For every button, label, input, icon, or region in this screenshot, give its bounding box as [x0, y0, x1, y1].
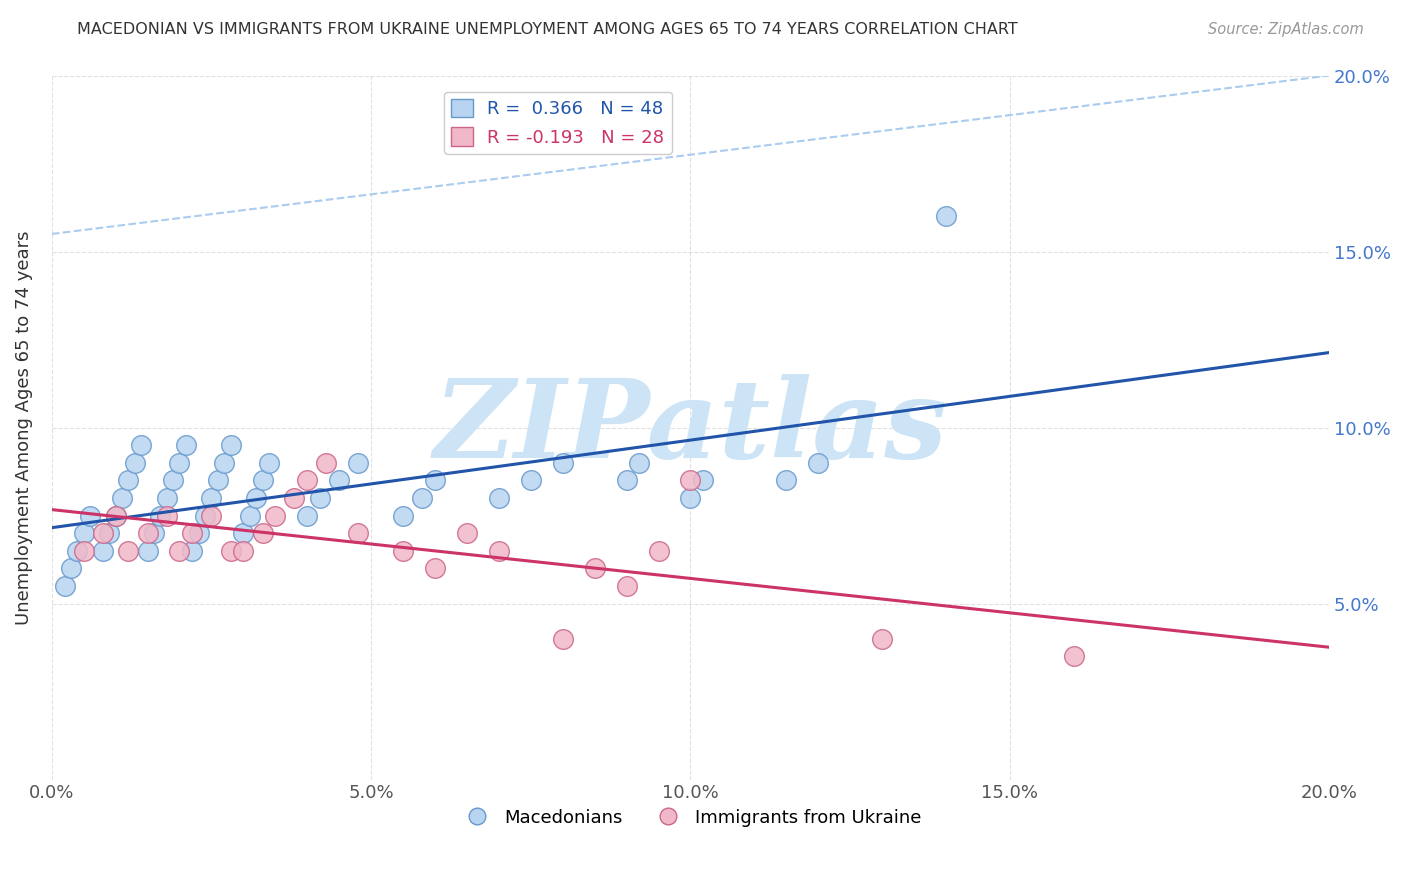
- Point: [245, 491, 267, 505]
- Point: [679, 491, 702, 505]
- Text: MACEDONIAN VS IMMIGRANTS FROM UKRAINE UNEMPLOYMENT AMONG AGES 65 TO 74 YEARS COR: MACEDONIAN VS IMMIGRANTS FROM UKRAINE UN…: [77, 22, 1018, 37]
- Point: [59, 561, 82, 575]
- Text: Source: ZipAtlas.com: Source: ZipAtlas.com: [1208, 22, 1364, 37]
- Point: [283, 491, 305, 505]
- Point: [647, 543, 669, 558]
- Point: [679, 474, 702, 488]
- Point: [239, 508, 262, 523]
- Point: [551, 456, 574, 470]
- Point: [488, 543, 510, 558]
- Point: [347, 456, 370, 470]
- Point: [73, 526, 96, 541]
- Point: [315, 456, 337, 470]
- Point: [156, 491, 179, 505]
- Point: [1063, 649, 1085, 664]
- Point: [136, 543, 159, 558]
- Point: [111, 491, 134, 505]
- Point: [194, 508, 217, 523]
- Point: [219, 438, 242, 452]
- Point: [117, 543, 139, 558]
- Point: [520, 474, 543, 488]
- Legend: Macedonians, Immigrants from Ukraine: Macedonians, Immigrants from Ukraine: [453, 802, 929, 834]
- Point: [79, 508, 101, 523]
- Point: [66, 543, 89, 558]
- Point: [488, 491, 510, 505]
- Point: [53, 579, 76, 593]
- Point: [616, 474, 638, 488]
- Point: [423, 561, 446, 575]
- Point: [775, 474, 797, 488]
- Point: [91, 526, 114, 541]
- Point: [104, 508, 127, 523]
- Point: [200, 508, 222, 523]
- Point: [264, 508, 287, 523]
- Point: [207, 474, 229, 488]
- Point: [392, 508, 415, 523]
- Point: [174, 438, 197, 452]
- Point: [456, 526, 478, 541]
- Point: [252, 526, 274, 541]
- Point: [411, 491, 433, 505]
- Point: [257, 456, 280, 470]
- Point: [583, 561, 606, 575]
- Point: [219, 543, 242, 558]
- Point: [297, 474, 319, 488]
- Point: [200, 491, 222, 505]
- Point: [692, 474, 714, 488]
- Point: [616, 579, 638, 593]
- Point: [252, 474, 274, 488]
- Point: [181, 526, 204, 541]
- Point: [124, 456, 146, 470]
- Point: [232, 543, 254, 558]
- Point: [98, 526, 121, 541]
- Point: [232, 526, 254, 541]
- Point: [117, 474, 139, 488]
- Point: [347, 526, 370, 541]
- Y-axis label: Unemployment Among Ages 65 to 74 years: Unemployment Among Ages 65 to 74 years: [15, 230, 32, 624]
- Point: [136, 526, 159, 541]
- Point: [149, 508, 172, 523]
- Point: [187, 526, 209, 541]
- Point: [181, 543, 204, 558]
- Point: [169, 456, 191, 470]
- Point: [870, 632, 893, 646]
- Point: [156, 508, 179, 523]
- Point: [551, 632, 574, 646]
- Point: [91, 543, 114, 558]
- Point: [169, 543, 191, 558]
- Point: [423, 474, 446, 488]
- Point: [328, 474, 350, 488]
- Text: ZIPatlas: ZIPatlas: [433, 374, 948, 482]
- Point: [807, 456, 830, 470]
- Point: [73, 543, 96, 558]
- Point: [162, 474, 184, 488]
- Point: [212, 456, 235, 470]
- Point: [129, 438, 152, 452]
- Point: [392, 543, 415, 558]
- Point: [104, 508, 127, 523]
- Point: [309, 491, 332, 505]
- Point: [297, 508, 319, 523]
- Point: [628, 456, 651, 470]
- Point: [142, 526, 165, 541]
- Point: [935, 210, 957, 224]
